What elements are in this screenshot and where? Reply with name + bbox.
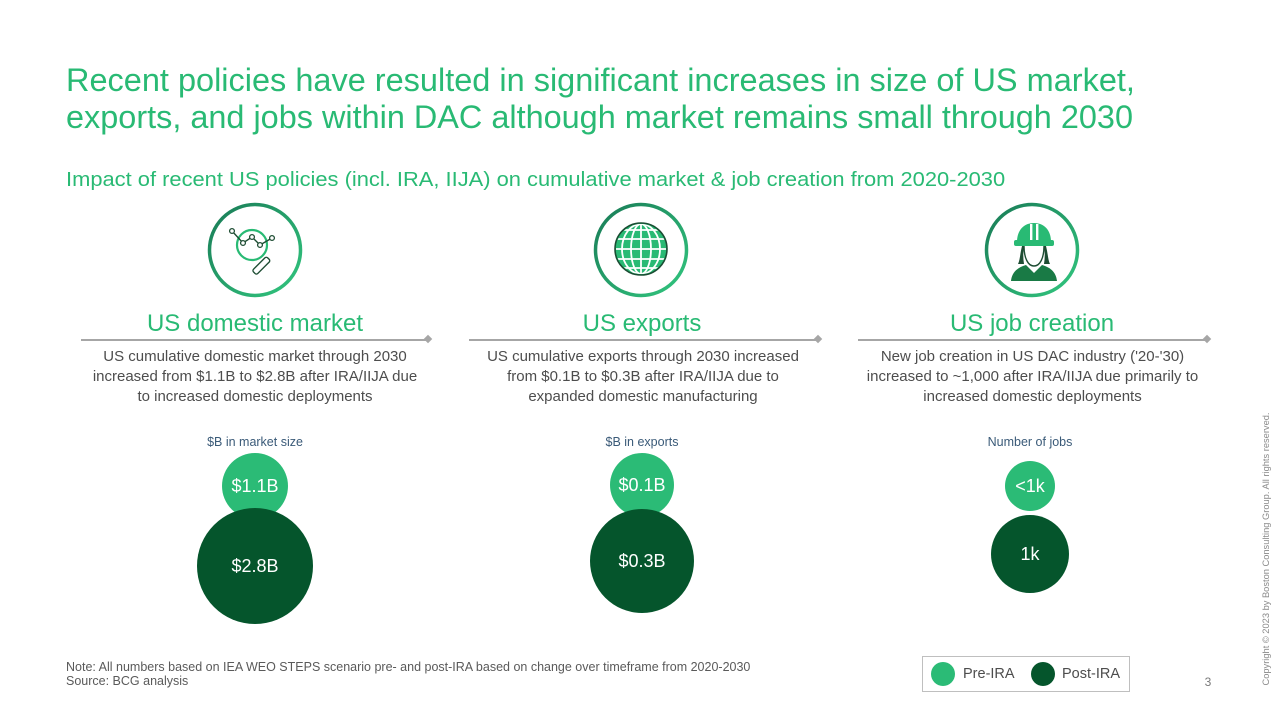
divider-line	[469, 339, 818, 341]
slide-title-line-1: Recent policies have resulted in signifi…	[66, 62, 1135, 99]
description-line: expanded domestic manufacturing	[528, 388, 758, 405]
description-line: New job creation in US DAC industry ('20…	[880, 348, 1185, 365]
legend: Pre-IRA Post-IRA	[922, 656, 1130, 692]
globe-icon	[593, 202, 689, 298]
bubble-label: 1k	[1020, 543, 1040, 564]
source-note: Source: BCG analysis	[66, 674, 189, 688]
bubble-pre-ira-jobs: <1k	[1005, 461, 1055, 511]
page-number: 3	[1204, 675, 1212, 689]
legend-post-ira-label: Post-IRA	[1062, 666, 1121, 682]
bubble-label: $1.1B	[231, 475, 279, 496]
divider-diamond-icon	[1202, 334, 1212, 344]
slide-title-text-1: Recent policies have resulted in signifi…	[66, 62, 1135, 98]
slide-title-text-2: exports, and jobs within DAC although ma…	[66, 99, 1133, 135]
bubble-label: $2.8B	[231, 555, 279, 576]
bubble-label: <1k	[1015, 475, 1045, 496]
footnote: Note: All numbers based on IEA WEO STEPS…	[66, 660, 751, 674]
divider-line	[81, 339, 428, 341]
bubble-post-ira-exports: $0.3B	[590, 509, 694, 613]
description-job-creation: New job creation in US DAC industry ('20…	[835, 347, 1230, 407]
description-line: increased domestic deployments	[923, 388, 1142, 405]
divider-diamond-icon	[423, 334, 433, 344]
description-line: increased to ~1,000 after IRA/IIJA due p…	[866, 368, 1199, 385]
heading-job-creation: US job creation	[949, 310, 1115, 337]
legend-pre-ira-swatch	[931, 662, 955, 686]
bubble-label: $0.1B	[618, 474, 666, 495]
copyright-notice: Copyright © 2023 by Boston Consulting Gr…	[1261, 412, 1271, 686]
divider-diamond-icon	[813, 334, 823, 344]
unit-label-market: $B in market size	[207, 435, 303, 449]
slide-title-line-2: exports, and jobs within DAC although ma…	[66, 99, 1133, 136]
unit-label-jobs: Number of jobs	[987, 435, 1073, 449]
legend-pre-ira-label: Pre-IRA	[963, 666, 1015, 682]
description-line: US cumulative exports through 2030 incre…	[487, 348, 799, 365]
heading-domestic-market: US domestic market	[146, 310, 364, 337]
unit-label-exports: $B in exports	[605, 435, 679, 449]
magnifier-chart-icon	[207, 202, 303, 298]
description-line: increased from $1.1B to $2.8B after IRA/…	[92, 368, 418, 385]
legend-post-ira-swatch	[1031, 662, 1055, 686]
footer-note-block: Note: All numbers based on IEA WEO STEPS…	[66, 660, 750, 688]
heading-exports: US exports	[582, 310, 702, 337]
description-line: US cumulative domestic market through 20…	[103, 348, 407, 365]
divider-line	[858, 339, 1207, 341]
description-domestic-market: US cumulative domestic market through 20…	[65, 347, 445, 407]
description-line: from $0.1B to $0.3B after IRA/IIJA due t…	[507, 368, 779, 385]
slide-subtitle: Impact of recent US policies (incl. IRA,…	[66, 168, 1005, 192]
description-exports: US cumulative exports through 2030 incre…	[453, 347, 833, 407]
bubble-post-ira-market: $2.8B	[197, 508, 313, 624]
slide-subtitle-text: Impact of recent US policies (incl. IRA,…	[66, 169, 1006, 191]
bubble-post-ira-jobs: 1k	[991, 515, 1069, 593]
bubble-pre-ira-exports: $0.1B	[610, 453, 674, 517]
bubble-label: $0.3B	[618, 550, 666, 571]
description-line: to increased domestic deployments	[137, 388, 373, 405]
worker-icon	[984, 202, 1080, 298]
